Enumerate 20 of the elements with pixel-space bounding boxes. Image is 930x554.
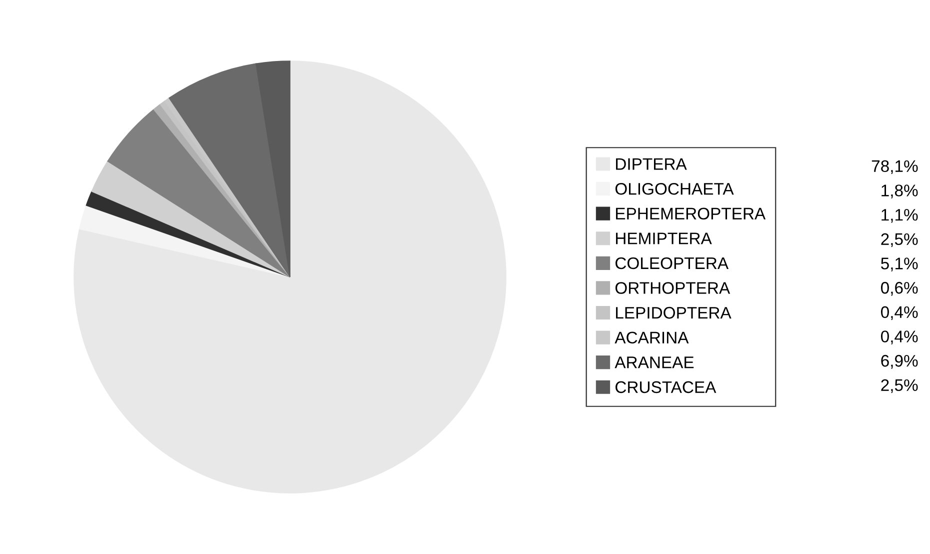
legend-label: DIPTERA (616, 158, 687, 170)
legend-label: HEMIPTERA (616, 232, 712, 244)
data-label: 0,4% (880, 306, 918, 320)
legend-label: COLEOPTERA (616, 257, 729, 270)
data-label: 1,1% (882, 208, 918, 223)
legend-label: ACARINA (614, 332, 689, 344)
data-label: 0,4% (880, 330, 918, 344)
data-label: 0,6% (880, 282, 918, 296)
data-label: 5,1% (881, 258, 918, 272)
data-label: 2,5% (881, 233, 918, 248)
data-label: 6,9% (881, 354, 918, 369)
legend-label: ARANEAE (614, 356, 694, 368)
data-label: 2,5% (881, 379, 918, 394)
data-label: 78,1% (872, 160, 918, 174)
legend-label: LEPIDOPTERA (616, 306, 732, 319)
legend-label: EPHEMEROPTERA (616, 208, 766, 220)
legend-label: ORTHOPTERA (615, 282, 730, 294)
legend-label: CRUSTACEA (616, 381, 716, 394)
legend-label: OLIGOCHAETA (615, 182, 734, 195)
data-label: 1,8% (882, 184, 918, 198)
